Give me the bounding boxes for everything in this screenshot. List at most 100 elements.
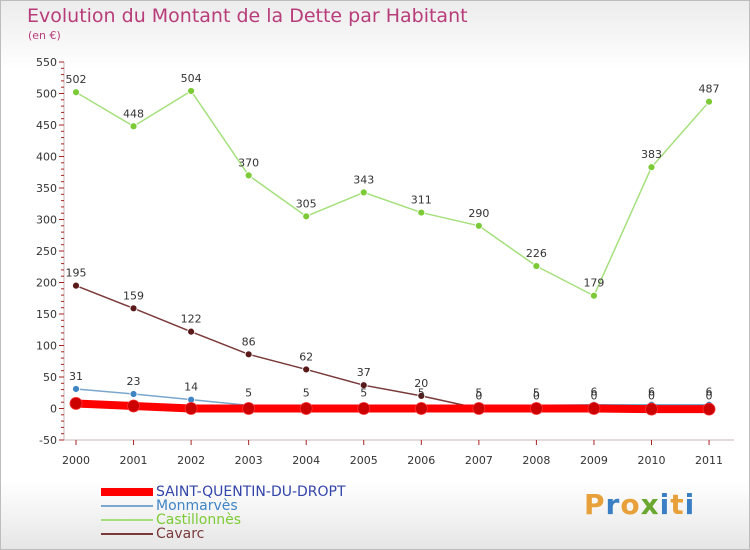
- y-tick-label: 300: [36, 214, 57, 227]
- data-label-3: 195: [66, 267, 87, 280]
- data-point-3: [129, 304, 138, 313]
- x-tick-label: 2009: [580, 454, 608, 467]
- data-point-2: [302, 212, 311, 221]
- data-point-0: [530, 402, 543, 415]
- legend-label: Castillonnès: [156, 512, 242, 528]
- logo-letter: P: [584, 488, 606, 521]
- data-label-3: 0: [648, 390, 655, 403]
- data-label-1: 31: [69, 370, 83, 383]
- data-point-0: [702, 402, 716, 416]
- data-label-2: 370: [238, 156, 259, 169]
- data-label-2: 502: [66, 73, 87, 86]
- legend-label: Monmarvès: [156, 498, 238, 514]
- data-label-1: 6: [648, 386, 655, 399]
- legend-swatch: [101, 533, 153, 535]
- chart-unit-label: (en €): [28, 29, 61, 42]
- logo-letter: t: [670, 488, 685, 521]
- data-label-1: 23: [127, 375, 141, 388]
- y-tick-label: 450: [36, 119, 57, 132]
- x-tick-label: 2008: [522, 454, 550, 467]
- x-tick-label: 2010: [638, 454, 666, 467]
- y-tick-label: 400: [36, 151, 57, 164]
- logo-letter: o: [620, 488, 641, 521]
- legend-swatch: [101, 488, 153, 496]
- logo-letter: i: [684, 488, 696, 521]
- x-tick-label: 2011: [695, 454, 723, 467]
- data-label-3: 159: [123, 289, 144, 302]
- legend-swatch: [101, 519, 153, 521]
- data-point-0: [184, 402, 198, 415]
- y-tick-label: 100: [36, 340, 57, 353]
- data-point-2: [647, 163, 656, 172]
- series-line-1: [75, 388, 710, 407]
- y-tick-label: -50: [39, 434, 57, 447]
- legend-label: SAINT-QUENTIN-DU-DROPT: [156, 484, 346, 500]
- data-label-2: 504: [181, 72, 202, 85]
- data-point-0: [69, 397, 83, 410]
- y-tick-label: 50: [43, 371, 57, 384]
- data-label-2: 226: [526, 247, 547, 260]
- x-tick-label: 2000: [62, 454, 90, 467]
- data-label-1: 5: [533, 386, 540, 399]
- data-label-1: 5: [303, 386, 310, 399]
- proxiti-logo: Proxiti: [584, 488, 695, 521]
- data-label-3: 62: [299, 350, 313, 363]
- y-tick-label: 550: [36, 56, 57, 69]
- data-point-0: [357, 402, 371, 415]
- data-point-2: [359, 188, 368, 197]
- data-label-1: 5: [360, 386, 367, 399]
- logo-letter: r: [605, 488, 621, 521]
- data-point-0: [587, 402, 601, 415]
- y-tick-label: 350: [36, 182, 57, 195]
- data-label-2: 305: [296, 197, 317, 210]
- data-point-0: [472, 402, 486, 415]
- data-point-0: [242, 402, 256, 415]
- x-tick-label: 2005: [350, 454, 378, 467]
- data-label-3: 0: [533, 390, 540, 403]
- legend-swatch: [101, 505, 153, 507]
- data-label-3: 122: [181, 313, 202, 326]
- data-point-2: [532, 262, 541, 271]
- data-label-2: 179: [583, 277, 604, 290]
- logo-letter: x: [640, 488, 660, 521]
- series-line-0: [72, 399, 714, 414]
- data-point-2: [187, 87, 196, 95]
- data-point-2: [72, 88, 80, 97]
- data-point-2: [705, 97, 713, 106]
- data-label-2: 311: [411, 194, 432, 207]
- data-label-1: 5: [245, 386, 252, 399]
- y-tick-label: 150: [36, 308, 57, 321]
- data-point-2: [474, 221, 483, 230]
- data-label-1: 5: [475, 386, 482, 399]
- data-point-3: [244, 350, 253, 359]
- y-tick-label: 500: [36, 88, 57, 101]
- data-point-2: [590, 291, 598, 300]
- chart-title: Evolution du Montant de la Dette par Hab…: [27, 5, 468, 27]
- data-label-1: 6: [706, 386, 713, 399]
- data-point-2: [244, 171, 253, 180]
- data-point-0: [645, 402, 658, 416]
- data-point-0: [127, 399, 140, 413]
- data-label-2: 487: [699, 83, 720, 96]
- legend-label: Cavarc: [156, 526, 205, 542]
- data-point-2: [129, 122, 138, 131]
- series-line-3: [75, 284, 710, 410]
- data-label-3: 0: [590, 390, 597, 403]
- series-line-2: [75, 90, 710, 297]
- x-tick-label: 2007: [465, 454, 493, 467]
- data-label-1: 14: [184, 381, 198, 394]
- data-point-3: [72, 281, 80, 290]
- data-point-3: [417, 391, 426, 400]
- data-label-1: 5: [418, 386, 425, 399]
- y-tick-label: 250: [36, 245, 57, 258]
- data-label-3: 0: [475, 390, 482, 403]
- y-tick-label: 200: [36, 277, 57, 290]
- data-point-1: [72, 385, 80, 393]
- data-label-2: 383: [641, 148, 662, 161]
- data-point-3: [187, 327, 196, 336]
- x-tick-label: 2004: [292, 454, 320, 467]
- x-tick-label: 2003: [235, 454, 263, 467]
- data-label-3: 20: [414, 377, 428, 390]
